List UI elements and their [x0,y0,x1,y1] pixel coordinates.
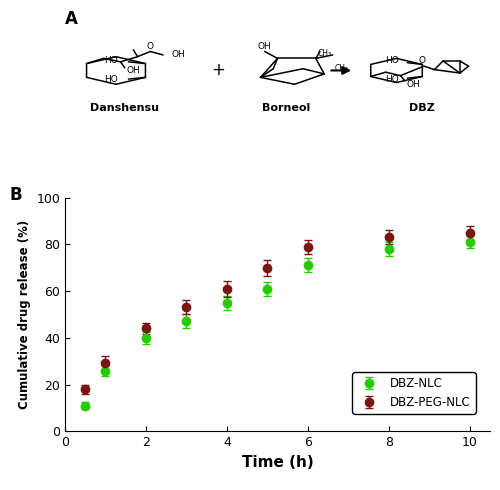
Text: DBZ: DBZ [409,103,435,113]
Y-axis label: Cumulative drug release (%): Cumulative drug release (%) [18,220,30,409]
Text: +: + [211,61,225,79]
Text: B: B [10,186,22,204]
Text: HO: HO [385,56,399,66]
Text: A: A [65,10,78,28]
Text: HO: HO [104,56,118,66]
Legend: DBZ-NLC, DBZ-PEG-NLC: DBZ-NLC, DBZ-PEG-NLC [352,372,476,414]
Text: OH: OH [172,50,185,59]
Text: O: O [418,56,425,66]
Text: Danshensu: Danshensu [90,103,159,113]
Text: OH: OH [407,80,420,89]
Text: HO: HO [104,75,118,84]
Text: Borneol: Borneol [262,103,310,113]
Text: OH: OH [258,42,272,51]
X-axis label: Time (h): Time (h) [242,455,314,469]
Text: HO: HO [385,75,399,84]
Text: CH₃: CH₃ [334,64,348,73]
Text: O: O [147,42,154,51]
Text: CH₃: CH₃ [317,49,332,58]
Text: OH: OH [127,66,140,75]
